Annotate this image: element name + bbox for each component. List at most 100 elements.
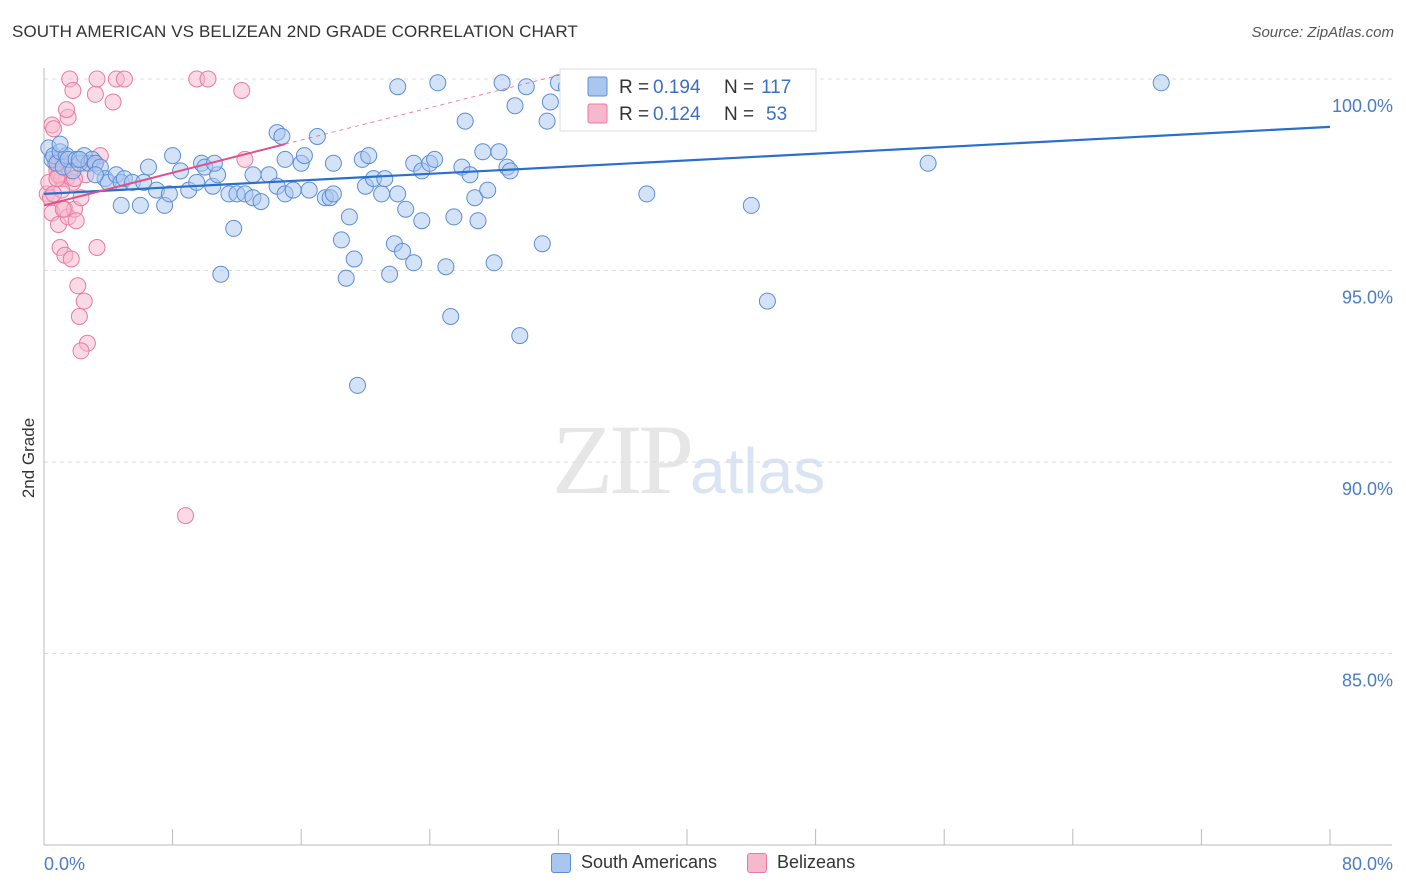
belizeans-point: [86, 85, 104, 103]
series-swatch-south-americans: [550, 852, 571, 873]
watermark-zip: ZIP: [552, 404, 694, 515]
belizeans-point: [64, 82, 82, 99]
belizeans-point: [67, 212, 85, 230]
south-americans-point: [324, 185, 342, 203]
legend-swatch-belizeans: [587, 103, 608, 124]
y-tick-label: 95.0%: [1342, 288, 1393, 308]
south-americans-point: [758, 292, 776, 310]
south-americans-point: [140, 158, 157, 176]
y-tick-label: 90.0%: [1342, 479, 1393, 499]
series-legend-belizeans[interactable]: Belizeans: [747, 852, 855, 873]
south-americans-point: [324, 154, 342, 172]
series-label-south-americans: South Americans: [580, 852, 718, 872]
south-americans-point: [394, 242, 411, 260]
south-americans-point: [919, 154, 937, 172]
south-americans-point: [742, 196, 760, 214]
legend-swatch-south-americans: [587, 76, 608, 97]
south-americans-point: [474, 143, 492, 161]
south-americans-trend-line: [43, 125, 1331, 195]
watermark-atlas: atlas: [690, 435, 826, 507]
south-americans-point: [466, 189, 484, 207]
south-americans-point: [252, 193, 270, 211]
chart-source: Source: ZipAtlas.com: [1251, 24, 1394, 41]
south-americans-point: [517, 78, 535, 96]
south-americans-point: [381, 265, 399, 283]
y-axis-title: 2nd Grade: [19, 418, 38, 498]
y-tick-label: 100.0%: [1332, 96, 1393, 116]
legend-r-value-south-americans: 0.194: [653, 77, 701, 98]
south-americans-point: [485, 254, 503, 272]
series-legend: South Americans Belizeans: [0, 852, 1406, 873]
south-americans-point: [397, 200, 415, 218]
south-americans-point: [164, 147, 182, 165]
south-americans-point: [493, 74, 511, 92]
south-americans-point: [445, 208, 463, 226]
south-americans-point: [638, 185, 656, 203]
x-tick-label-max: 80.0%: [1342, 854, 1393, 874]
south-americans-point: [376, 170, 394, 188]
south-americans-point: [225, 219, 243, 237]
legend-r-value-belizeans: 0.124: [653, 104, 701, 125]
legend-n-label-belizeans: N =: [724, 104, 754, 125]
belizeans-point: [104, 93, 122, 111]
south-americans-point: [188, 173, 206, 191]
belizeans-point: [115, 70, 133, 88]
south-americans-point: [1152, 74, 1170, 92]
legend-n-value-south-americans: 117: [761, 77, 791, 98]
south-americans-point: [360, 147, 378, 165]
belizeans-points: [38, 70, 254, 525]
y-tick-label: 85.0%: [1342, 671, 1393, 691]
x-ticks: [43, 829, 1331, 845]
south-americans-point: [273, 128, 291, 145]
belizeans-point: [177, 507, 194, 525]
south-americans-point: [533, 235, 551, 253]
south-americans-point: [538, 112, 556, 130]
south-americans-point: [429, 74, 447, 92]
south-americans-point: [160, 185, 178, 203]
belizeans-point: [88, 70, 106, 88]
south-americans-point: [51, 135, 69, 153]
series-swatch-belizeans: [747, 852, 768, 873]
south-americans-point: [541, 93, 559, 111]
south-americans-point: [112, 196, 130, 214]
south-americans-point: [413, 212, 431, 230]
trend-lines: [43, 70, 1331, 207]
belizeans-point: [54, 200, 72, 218]
south-americans-point: [86, 166, 104, 184]
south-americans-point: [426, 150, 444, 168]
south-americans-point: [405, 254, 423, 272]
south-americans-point: [469, 212, 487, 230]
south-americans-point: [511, 327, 529, 345]
belizeans-trend-line: [43, 143, 286, 207]
x-tick-label-min: 0.0%: [44, 854, 85, 874]
south-americans-point: [332, 231, 350, 249]
south-americans-point: [349, 376, 366, 394]
south-americans-point: [276, 150, 294, 168]
axes: [43, 68, 1392, 846]
y-tick-labels: 85.0% 90.0% 95.0% 100.0%: [1332, 96, 1393, 691]
south-americans-points: [40, 74, 1170, 394]
south-americans-point: [479, 181, 497, 199]
belizeans-point: [88, 239, 106, 256]
south-americans-point: [340, 208, 358, 226]
south-americans-point: [70, 150, 88, 168]
series-legend-south-americans[interactable]: South Americans: [550, 852, 718, 873]
belizeans-point: [72, 342, 90, 360]
south-americans-point: [389, 185, 407, 203]
belizeans-trend-extension: [285, 70, 575, 145]
south-americans-point: [300, 181, 318, 199]
series-label-belizeans: Belizeans: [777, 852, 856, 872]
legend-r-label-belizeans: R =: [619, 104, 649, 125]
belizeans-point: [75, 292, 93, 310]
south-americans-point: [506, 97, 524, 115]
south-americans-point: [373, 185, 391, 203]
legend-r-label-south-americans: R =: [619, 77, 649, 98]
south-americans-point: [244, 166, 262, 184]
south-americans-point: [131, 196, 149, 214]
legend-n-value-belizeans: 53: [766, 104, 787, 125]
belizeans-point: [69, 277, 87, 295]
stats-legend: R = 0.194 N = 117 R = 0.124 N = 53: [559, 68, 817, 132]
south-americans-point: [490, 143, 508, 161]
south-americans-point: [345, 250, 363, 268]
